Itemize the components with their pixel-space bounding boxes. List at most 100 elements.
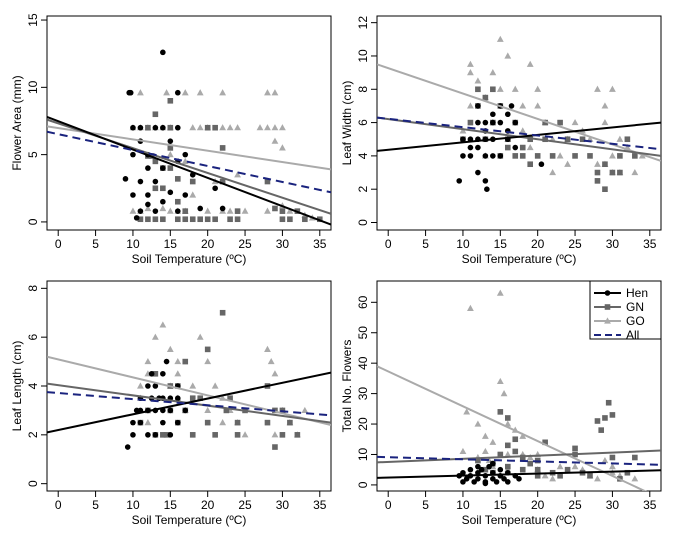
data-point-gn: [264, 178, 271, 185]
data-point-go: [601, 118, 609, 126]
data-point-go: [264, 124, 271, 131]
data-point-go: [279, 124, 286, 131]
data-point-go: [166, 207, 174, 214]
data-point-hen: [482, 153, 489, 159]
data-point-go: [196, 333, 204, 340]
data-point-hen: [484, 186, 490, 192]
x-tick-label: 35: [643, 498, 657, 512]
fit-line-all: [377, 455, 661, 466]
data-point-hen: [482, 480, 489, 487]
data-point-go: [467, 304, 474, 311]
data-point-gn: [167, 165, 174, 171]
data-point-gn: [497, 409, 504, 415]
legend-label: All: [626, 328, 639, 342]
legend-label: Hen: [626, 286, 648, 300]
y-tick-label: 6: [26, 334, 40, 341]
data-point-gn: [594, 169, 601, 176]
x-tick-label: 10: [456, 498, 470, 512]
data-point-hen: [475, 169, 481, 176]
y-tick-label: 5: [26, 151, 40, 158]
data-point-hen: [160, 370, 166, 377]
data-point-hen: [174, 124, 181, 131]
x-tick-label: 15: [494, 498, 508, 512]
panel-total-flowers: Total No. Flowers Soil Temperature (ºC) …: [340, 280, 662, 527]
x-axis-title: Soil Temperature (ºC): [462, 513, 577, 527]
data-point-gn: [189, 216, 196, 223]
data-point-gn: [212, 216, 218, 223]
data-point-hen: [497, 153, 504, 159]
data-point-gn: [197, 216, 204, 223]
x-tick-label: 15: [494, 237, 508, 251]
data-point-go: [219, 124, 227, 131]
legend-box: [589, 280, 662, 340]
data-point-gn: [272, 444, 278, 450]
data-point-gn: [137, 216, 144, 223]
data-point-gn: [204, 419, 211, 426]
x-tick-label: 20: [201, 237, 215, 251]
data-point-gn: [557, 472, 563, 479]
plot-area: [47, 49, 331, 226]
data-point-hen: [174, 208, 181, 214]
data-point-go: [174, 370, 182, 377]
data-point-go: [271, 137, 279, 144]
data-point-go: [264, 89, 271, 96]
data-point-hen: [137, 124, 144, 131]
y-axis-title: Leaf Length (cm): [10, 341, 24, 432]
data-point-go: [151, 333, 159, 340]
data-point-go: [459, 127, 467, 134]
data-point-gn: [587, 153, 593, 159]
data-point-go: [594, 160, 601, 167]
data-point-gn: [564, 466, 571, 473]
data-point-gn: [145, 124, 151, 131]
data-point-gn: [557, 119, 563, 126]
x-tick-label: 5: [422, 498, 429, 512]
fit-line-hen: [377, 121, 661, 152]
data-point-hen: [152, 383, 159, 389]
x-tick-label: 0: [55, 498, 62, 512]
x-tick-label: 5: [92, 237, 99, 251]
data-point-go: [271, 370, 279, 377]
data-point-gn: [512, 436, 519, 443]
data-point-gn: [519, 153, 526, 159]
data-point-hen: [490, 460, 496, 467]
data-point-hen: [130, 432, 136, 438]
data-point-hen: [501, 476, 507, 482]
data-point-hen: [122, 176, 129, 182]
data-point-gn: [572, 153, 578, 159]
x-tick-label: 0: [385, 237, 392, 251]
x-tick-label: 30: [606, 498, 620, 512]
data-point-go: [549, 168, 557, 176]
data-point-gn: [189, 178, 196, 185]
data-point-gn: [482, 94, 489, 101]
data-point-hen: [490, 153, 496, 159]
data-point-go: [279, 144, 286, 151]
data-point-go: [301, 406, 309, 414]
fit-line-all: [47, 130, 331, 194]
x-tick-label: 30: [606, 237, 620, 251]
data-point-go: [496, 35, 504, 42]
fit-line-gn: [377, 449, 661, 464]
data-point-hen: [486, 463, 492, 470]
y-axis-title: Total No. Flowers: [340, 340, 354, 433]
data-point-gn: [167, 124, 174, 131]
data-point-go: [609, 152, 616, 159]
x-tick-label: 10: [456, 237, 470, 251]
legend-item-hen: Hen: [594, 286, 648, 300]
data-point-gn: [624, 136, 631, 143]
data-point-gn: [219, 178, 226, 185]
data-point-gn: [490, 86, 496, 93]
data-point-go: [474, 77, 482, 84]
data-point-hen: [467, 153, 474, 159]
data-point-hen: [475, 119, 481, 126]
data-point-go: [166, 151, 174, 158]
data-point-go: [196, 124, 204, 131]
data-point-go: [211, 382, 219, 389]
data-point-gn: [189, 395, 196, 402]
data-point-go: [594, 475, 601, 482]
x-tick-label: 20: [531, 237, 545, 251]
x-tick-label: 20: [531, 498, 545, 512]
data-point-go: [571, 118, 579, 126]
data-point-go: [467, 102, 474, 109]
data-point-hen: [182, 407, 189, 414]
data-point-hen: [471, 479, 477, 485]
